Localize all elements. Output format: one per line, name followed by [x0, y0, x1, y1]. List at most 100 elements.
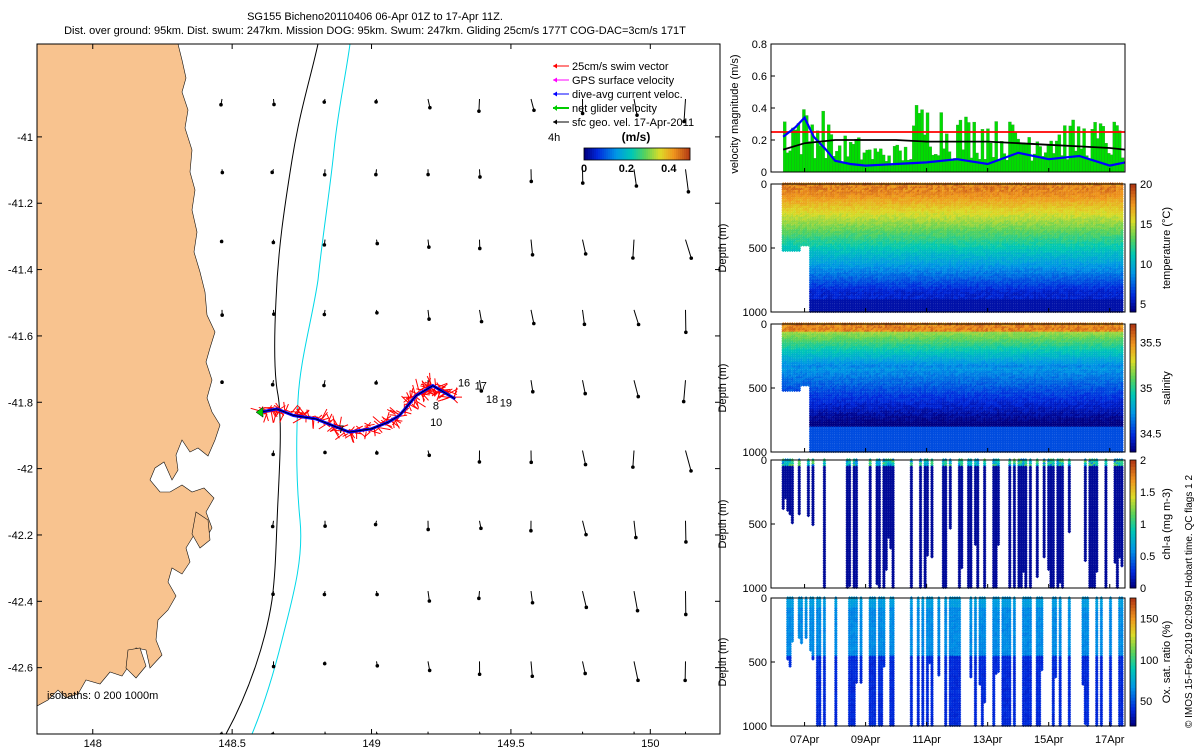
net-velocity-bar: [885, 161, 888, 172]
net-velocity-bar: [857, 138, 860, 172]
velocity-arrow-head: [428, 599, 432, 603]
map-colorbar: 0 0.2 0.4: [581, 148, 690, 175]
map-ytick-label: -41.2: [8, 198, 33, 210]
velocity-arrow-head: [584, 533, 588, 537]
velocity-arrow-head: [637, 323, 641, 327]
map-ytick-label: -42: [17, 464, 33, 476]
net-velocity-bar: [964, 117, 967, 172]
velocity-arrow-head: [375, 242, 379, 246]
net-velocity-bar: [824, 158, 827, 172]
legend-gps-velocity: GPS surface velocity: [553, 75, 675, 87]
velocity-arrow: [737, 380, 739, 405]
velocity-arrow: [634, 380, 638, 396]
velocity-arrow: [634, 591, 638, 611]
net-velocity-bar: [841, 162, 844, 172]
velocity-arrow: [583, 310, 585, 324]
velocity-arrow-head: [532, 109, 536, 113]
swim-vector: [271, 412, 273, 423]
velocity-arrow-head: [633, 745, 637, 749]
velocity-arrow: [737, 661, 741, 685]
velocity-arrow-head: [583, 672, 587, 676]
velocity-arrow: [583, 240, 586, 254]
velocity-arrow-head: [634, 536, 638, 540]
velocity-arrow-head: [323, 313, 327, 317]
velocity-arrow: [737, 732, 738, 750]
velocity-arrow-head: [427, 245, 431, 249]
net-velocity-bar: [989, 143, 992, 172]
track-day-label: 10: [430, 417, 442, 429]
net-velocity-bar: [945, 134, 948, 172]
velocity-arrow-head: [529, 180, 533, 184]
velocity-arrow-head: [478, 175, 482, 179]
net-velocity-bar: [959, 120, 962, 172]
velocity-arrow-head: [220, 313, 224, 317]
net-velocity-bar: [1091, 129, 1094, 172]
track-day-label: 19: [500, 397, 512, 409]
velocity-arrow-head: [584, 463, 588, 467]
swim-vector: [379, 428, 390, 430]
velocity-arrow-head: [581, 181, 585, 185]
velocity-arrow-head: [323, 451, 327, 455]
velocity-arrow: [737, 521, 738, 543]
velocity-arrow-head: [480, 320, 484, 324]
map-colorbar-swatch: [602, 148, 604, 160]
velocity-arrow-head: [636, 395, 640, 399]
velocity-arrow-head: [478, 247, 482, 251]
scale-label-4h: 4h: [548, 132, 560, 144]
net-velocity-bar: [1008, 122, 1011, 172]
velocity-arrow: [686, 240, 692, 259]
velocity-arrow-head: [271, 383, 275, 387]
velocity-arrow-head: [374, 100, 378, 104]
velocity-arrow: [531, 310, 534, 324]
velocity-arrow-head: [323, 243, 327, 247]
map-colorbar-swatch: [678, 148, 680, 160]
velocity-arrow-head: [583, 392, 587, 396]
velocity-arrow-head: [272, 665, 276, 669]
velocity-arrow: [633, 240, 634, 258]
velocity-arrow-head: [689, 256, 693, 260]
net-velocity-bar: [852, 144, 855, 172]
map-colorbar-swatch: [682, 148, 684, 160]
net-velocity-bar: [882, 155, 885, 172]
net-velocity-bar: [868, 150, 871, 172]
isobath-1000m: [252, 44, 350, 734]
isobaths-label: isobaths: 0 200 1000m: [47, 690, 158, 702]
net-velocity-bar: [1019, 144, 1022, 172]
swim-vector: [264, 413, 267, 422]
velocity-arrow: [531, 240, 533, 255]
map-colorbar-swatch: [662, 148, 664, 160]
map-colorbar-swatch: [656, 148, 658, 160]
velocity-arrow-head: [270, 171, 274, 175]
map-colorbar-swatch: [644, 148, 646, 160]
net-velocity-bar: [794, 130, 797, 172]
velocity-arrow-head: [428, 106, 432, 110]
velocity-arrow-head: [477, 109, 481, 113]
velocity-arrow-head: [739, 474, 743, 478]
velocity-arrow-head: [374, 173, 378, 177]
map-xtick-label: 150: [641, 738, 659, 750]
map-colorbar-swatch: [594, 148, 596, 160]
velocity-arrow-head: [375, 593, 379, 597]
map-colorbar-swatch: [614, 148, 616, 160]
net-velocity-bar: [1058, 135, 1061, 172]
map-colorbar-swatch: [632, 148, 634, 160]
velocity-arrow: [583, 591, 587, 607]
map-colorbar-swatch: [658, 148, 660, 160]
map-colorbar-swatch: [646, 148, 648, 160]
net-velocity-bar: [844, 136, 847, 172]
header-line2: Dist. over ground: 95km. Dist. swum: 247…: [64, 25, 686, 37]
net-velocity-bar: [1083, 129, 1086, 172]
velocity-arrow-head: [272, 103, 276, 107]
net-velocity-bar: [1052, 153, 1055, 172]
velocity-arrow-head: [427, 317, 431, 321]
map-colorbar-swatch: [628, 148, 630, 160]
net-velocity-bar: [934, 154, 937, 172]
velocity-arrow: [737, 240, 738, 262]
velocity-arrow-head: [426, 528, 430, 532]
map-ytick-label: -41: [17, 132, 33, 144]
swim-vector: [430, 373, 431, 384]
velocity-arrow-head: [739, 684, 743, 688]
net-velocity-bar: [800, 154, 803, 172]
velocity-arrow-head: [322, 100, 326, 104]
velocity-arrow-head: [220, 240, 224, 244]
